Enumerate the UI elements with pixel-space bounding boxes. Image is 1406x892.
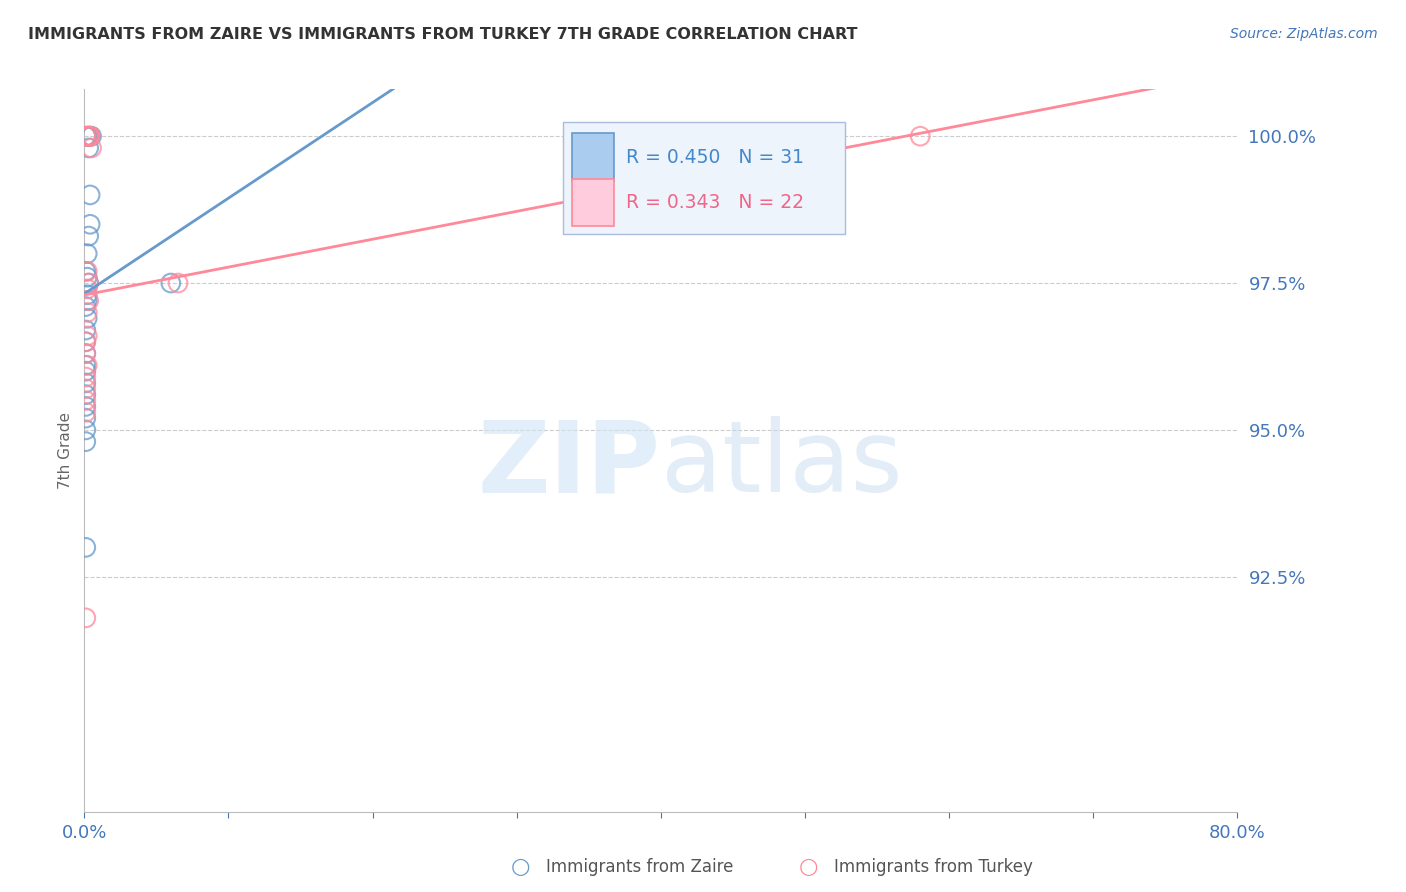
Point: [75, 346, 97, 360]
Point: [76, 311, 98, 326]
Point: [77, 293, 100, 308]
Text: atlas: atlas: [661, 417, 903, 514]
Point: [75, 364, 97, 378]
Point: [76, 359, 98, 373]
Point: [75, 359, 97, 373]
Point: [79, 217, 101, 231]
Text: ○: ○: [510, 857, 530, 877]
FancyBboxPatch shape: [572, 133, 613, 181]
Point: [76, 293, 98, 308]
Point: [77, 276, 100, 290]
Point: [75, 334, 97, 349]
Point: [167, 276, 190, 290]
Point: [76, 305, 98, 319]
Text: Immigrants from Turkey: Immigrants from Turkey: [834, 858, 1032, 876]
Point: [75, 300, 97, 314]
Text: R = 0.343   N = 22: R = 0.343 N = 22: [626, 194, 804, 212]
Point: [910, 129, 932, 144]
Point: [160, 276, 183, 290]
Point: [75, 264, 97, 278]
Point: [75, 434, 97, 449]
Point: [75, 370, 97, 384]
Point: [80, 141, 103, 155]
Point: [75, 411, 97, 425]
Point: [76, 329, 98, 343]
Point: [77, 129, 100, 144]
Point: [77, 141, 100, 155]
Point: [76, 282, 98, 296]
Point: [76, 246, 98, 260]
Point: [75, 129, 97, 144]
Point: [77, 276, 100, 290]
Point: [75, 346, 97, 360]
Point: [76, 129, 98, 144]
Text: Immigrants from Zaire: Immigrants from Zaire: [546, 858, 733, 876]
Text: R = 0.450   N = 31: R = 0.450 N = 31: [626, 147, 804, 167]
Point: [75, 376, 97, 390]
Text: ○: ○: [799, 857, 818, 877]
FancyBboxPatch shape: [572, 178, 613, 227]
Point: [75, 382, 97, 396]
Point: [79, 129, 101, 144]
Point: [79, 188, 101, 202]
Text: ZIP: ZIP: [478, 417, 661, 514]
Point: [79, 129, 101, 144]
Point: [79, 129, 101, 144]
Point: [75, 393, 97, 408]
Point: [75, 541, 97, 555]
Point: [75, 323, 97, 337]
Point: [75, 405, 97, 419]
Point: [75, 387, 97, 401]
Point: [77, 129, 100, 144]
Point: [75, 611, 97, 625]
Point: [76, 270, 98, 285]
Point: [80, 129, 103, 144]
Point: [77, 129, 100, 144]
Point: [75, 423, 97, 437]
Text: IMMIGRANTS FROM ZAIRE VS IMMIGRANTS FROM TURKEY 7TH GRADE CORRELATION CHART: IMMIGRANTS FROM ZAIRE VS IMMIGRANTS FROM…: [28, 27, 858, 42]
Y-axis label: 7th Grade: 7th Grade: [58, 412, 73, 489]
Text: Source: ZipAtlas.com: Source: ZipAtlas.com: [1230, 27, 1378, 41]
Point: [75, 334, 97, 349]
Point: [75, 400, 97, 414]
Point: [75, 129, 97, 144]
Point: [77, 129, 100, 144]
Point: [77, 229, 100, 244]
Point: [76, 264, 98, 278]
Point: [76, 287, 98, 301]
FancyBboxPatch shape: [562, 121, 845, 234]
